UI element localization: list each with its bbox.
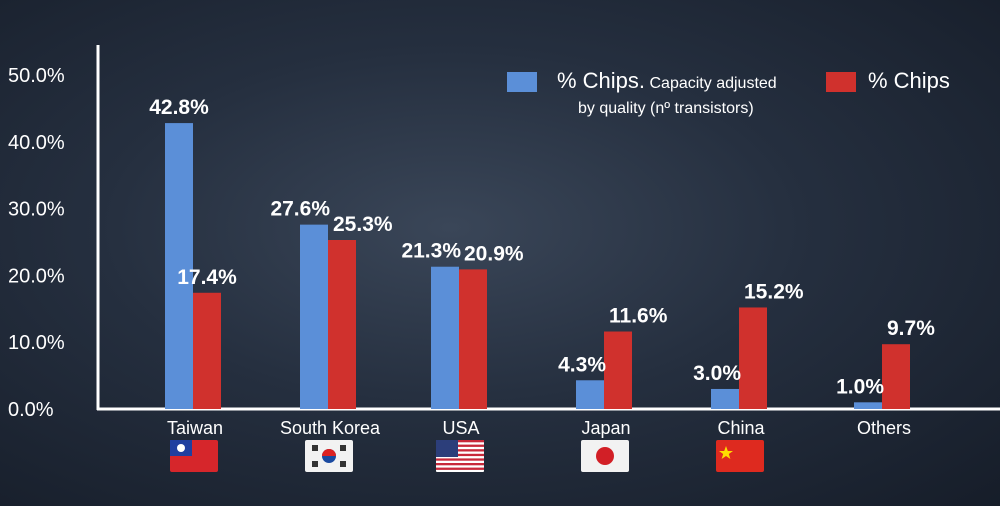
y-tick-label: 20.0% (8, 265, 65, 287)
x-tick-label: China (717, 418, 765, 438)
data-label: 9.7% (887, 317, 935, 340)
flag-japan-icon (581, 440, 629, 472)
data-label: 21.3% (401, 240, 461, 263)
x-tick-label: Japan (581, 418, 630, 438)
bar-chips-usa (459, 269, 487, 409)
flag-taiwan-icon (170, 440, 218, 472)
bar-chips-japan (604, 331, 632, 409)
legend-swatch-blue (507, 72, 537, 92)
bar-adjusted-china (711, 388, 739, 409)
data-label: 42.8% (149, 96, 209, 119)
legend-label-blue-rest2: by quality (nº transistors) (578, 100, 754, 117)
bar-adjusted-south-korea (300, 224, 328, 409)
data-label: 27.6% (270, 198, 330, 221)
x-tick-label: Others (857, 418, 911, 438)
data-label: 1.0% (836, 375, 884, 398)
legend-swatch-red (826, 72, 856, 92)
x-tick-label: USA (442, 418, 479, 438)
flag-china-icon (716, 440, 764, 472)
y-tick-label: 40.0% (8, 132, 65, 154)
bar-chips-china (739, 307, 767, 409)
data-label: 15.2% (744, 280, 804, 303)
y-tick-label: 30.0% (8, 199, 65, 221)
y-tick-label: 0.0% (8, 399, 54, 421)
bar-chips-south-korea (328, 239, 356, 409)
y-tick-label: 50.0% (8, 65, 65, 87)
bar-adjusted-taiwan (165, 123, 193, 409)
data-label: 3.0% (693, 362, 741, 385)
bar-chips-others (882, 344, 910, 409)
data-label: 20.9% (464, 242, 524, 265)
legend-label-blue-main: % Chips. (557, 68, 646, 93)
flag-usa-icon (436, 440, 484, 472)
x-tick-label: South Korea (280, 418, 381, 438)
y-tick-label: 10.0% (8, 332, 65, 354)
bar-adjusted-usa (431, 266, 459, 409)
x-tick-label: Taiwan (167, 418, 223, 438)
flag-south-korea-icon (305, 440, 353, 472)
bar-adjusted-japan (576, 380, 604, 409)
data-label: 11.6% (609, 305, 668, 328)
data-label: 25.3% (333, 213, 393, 236)
bar-adjusted-others (854, 402, 882, 409)
legend-label-red: % Chips (868, 68, 950, 93)
legend-label-blue-rest: Capacity adjusted (649, 75, 777, 92)
data-label: 4.3% (558, 353, 606, 376)
data-label: 17.4% (177, 266, 237, 289)
bar-chips-taiwan (193, 292, 221, 409)
